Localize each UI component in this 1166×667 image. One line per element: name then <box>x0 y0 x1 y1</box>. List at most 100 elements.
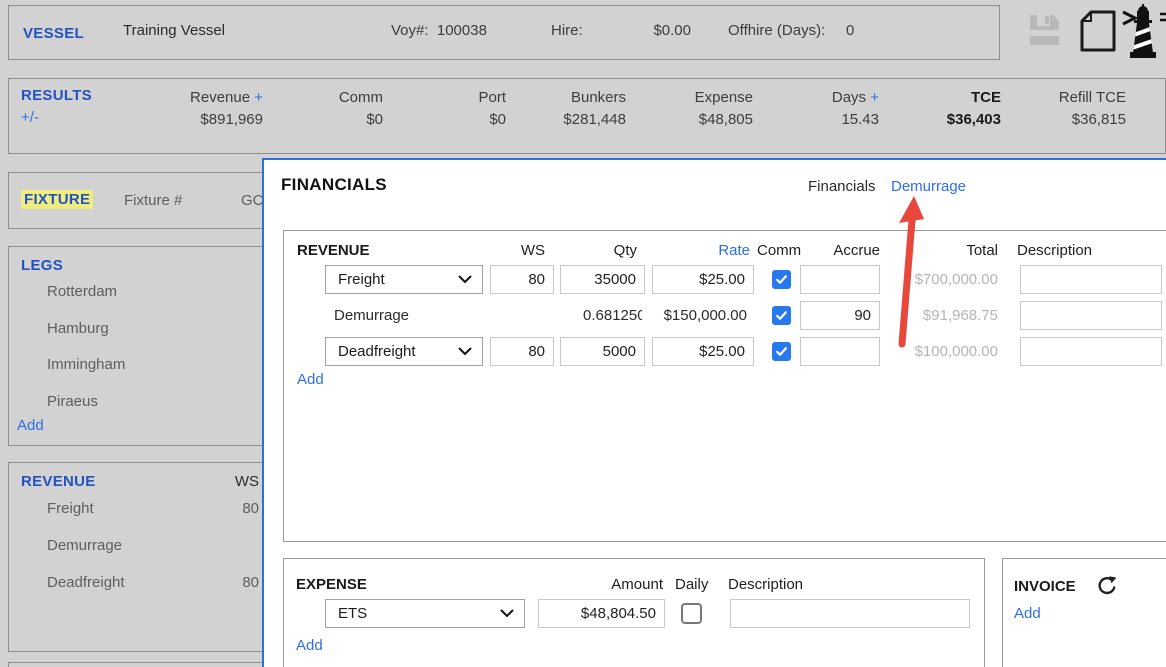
chevron-down-icon <box>500 605 514 622</box>
rate-header-link[interactable]: Rate <box>718 242 750 259</box>
description-input[interactable] <box>1020 337 1162 366</box>
col-value: $36,815 <box>1071 111 1126 128</box>
results-col-refill-tce: Refill TCE $36,815 <box>976 87 1126 131</box>
add-expense-button[interactable]: Add <box>296 637 323 654</box>
selected-option: Freight <box>338 271 385 288</box>
ws-input[interactable] <box>490 265 554 294</box>
revenue-type-select[interactable]: Deadfreight <box>325 337 483 366</box>
revenue-section-label: REVENUE <box>21 473 96 490</box>
row-total: $700,000.00 <box>914 271 998 288</box>
results-col-expense: Expense $48,805 <box>603 87 753 131</box>
add-leg-button[interactable]: Add <box>17 417 44 434</box>
accrue-input[interactable] <box>800 337 880 366</box>
nav-financials[interactable]: Financials <box>808 178 876 195</box>
col-header: Comm <box>338 89 383 106</box>
item-ws: 80 <box>242 500 259 517</box>
leg-item-immingham[interactable]: Immingham <box>47 356 126 373</box>
ws-input[interactable] <box>490 337 554 366</box>
selected-option: Deadfreight <box>338 343 416 360</box>
fixture-number-label: Fixture # <box>124 192 183 209</box>
col-expand-link[interactable]: + <box>254 89 263 106</box>
qty-input[interactable] <box>560 337 645 366</box>
results-col-bunkers: Bunkers $281,448 <box>476 87 626 131</box>
comm-checkbox[interactable] <box>772 270 791 289</box>
results-col-comm: Comm $0 <box>233 87 383 131</box>
save-icon[interactable] <box>1026 12 1062 52</box>
expense-type-select[interactable]: ETS <box>325 599 525 628</box>
amount-input[interactable] <box>538 599 665 628</box>
daily-checkbox[interactable] <box>681 603 702 624</box>
sidebar-revenue-item-demurrage[interactable]: Demurrage <box>47 537 259 554</box>
col-header: Refill TCE <box>1058 89 1126 106</box>
sidebar-revenue-header: REVENUE WS <box>21 473 259 490</box>
col-value: $891,969 <box>200 111 263 128</box>
results-section-label: RESULTS <box>21 87 92 104</box>
col-header: Revenue <box>190 89 251 106</box>
revenue-table-label: REVENUE <box>297 242 370 259</box>
refresh-icon[interactable] <box>1096 575 1118 601</box>
item-name: Freight <box>47 500 94 517</box>
total-header: Total <box>966 242 998 259</box>
results-expand-toggle[interactable]: +/- <box>21 109 39 126</box>
hire-value: $0.00 <box>653 22 691 39</box>
col-header: Port <box>478 89 506 106</box>
daily-header: Daily <box>675 576 709 593</box>
add-invoice-button[interactable]: Add <box>1014 605 1041 622</box>
row-total: $91,968.75 <box>922 307 998 324</box>
selected-option: ETS <box>338 605 368 622</box>
col-header: Bunkers <box>570 89 626 106</box>
voyage-number-label: Voy#: 100038 <box>391 22 487 39</box>
rate-input[interactable] <box>652 265 754 294</box>
voy-value: 100038 <box>436 22 487 39</box>
item-ws: 80 <box>242 574 259 591</box>
ws-header: WS <box>520 242 545 259</box>
invoice-label: INVOICE <box>1014 578 1076 595</box>
accrue-input[interactable] <box>800 301 880 330</box>
accrue-input[interactable] <box>800 265 880 294</box>
col-expand-link[interactable]: + <box>870 89 879 106</box>
col-header: TCE <box>971 89 1001 106</box>
revenue-table-box: REVENUE WS Qty Rate Comm Accrue Total De… <box>283 230 1166 542</box>
sidebar-revenue-item-freight[interactable]: Freight 80 <box>47 500 259 517</box>
chevron-down-icon <box>458 271 472 288</box>
revenue-type-label: Demurrage <box>334 307 410 324</box>
expense-table-box: EXPENSE Amount Daily Description ETS Add <box>283 558 985 667</box>
col-value: $0 <box>366 111 383 128</box>
nav-demurrage[interactable]: Demurrage <box>891 178 967 195</box>
vessel-name[interactable]: Training Vessel <box>123 22 225 39</box>
voy-label: Voy#: <box>391 22 429 39</box>
description-input[interactable] <box>730 599 970 628</box>
item-name: Deadfreight <box>47 574 125 591</box>
accrue-header: Accrue <box>833 242 880 259</box>
description-header: Description <box>728 576 804 593</box>
results-bar: RESULTS +/- Revenue + $891,969 Comm $0 P… <box>8 78 1166 154</box>
leg-item-piraeus[interactable]: Piraeus <box>47 393 98 410</box>
lighthouse-icon[interactable] <box>1120 3 1166 63</box>
revenue-type-select[interactable]: Freight <box>325 265 483 294</box>
comm-checkbox[interactable] <box>772 306 791 325</box>
offhire-label: Offhire (Days): <box>728 22 826 39</box>
sidebar-revenue-item-deadfreight[interactable]: Deadfreight 80 <box>47 574 259 591</box>
vessel-section-label[interactable]: VESSEL <box>23 25 84 42</box>
description-input[interactable] <box>1020 265 1162 294</box>
comm-checkbox[interactable] <box>772 342 791 361</box>
results-col-tce: TCE $36,403 <box>851 87 1001 131</box>
rate-input[interactable] <box>652 337 754 366</box>
fixture-section-label[interactable]: FIXTURE <box>21 190 94 209</box>
legs-box: LEGS Rotterdam Hamburg Immingham Piraeus… <box>8 246 280 446</box>
item-name: Demurrage <box>47 537 123 554</box>
chevron-down-icon <box>458 343 472 360</box>
financials-panel: FINANCIALS Financials Demurrage REVENUE … <box>262 158 1166 667</box>
qty-header: Qty <box>613 242 637 259</box>
leg-item-rotterdam[interactable]: Rotterdam <box>47 283 118 300</box>
description-input[interactable] <box>1020 301 1162 330</box>
col-header: Expense <box>694 89 753 106</box>
comm-header: Comm <box>757 242 802 259</box>
new-document-icon[interactable] <box>1079 10 1117 56</box>
qty-value: 0.681250 <box>583 307 642 324</box>
qty-input[interactable] <box>560 265 645 294</box>
add-revenue-button[interactable]: Add <box>297 371 324 388</box>
leg-item-hamburg[interactable]: Hamburg <box>47 320 109 337</box>
row-total: $100,000.00 <box>914 343 998 360</box>
col-value: $281,448 <box>563 111 626 128</box>
